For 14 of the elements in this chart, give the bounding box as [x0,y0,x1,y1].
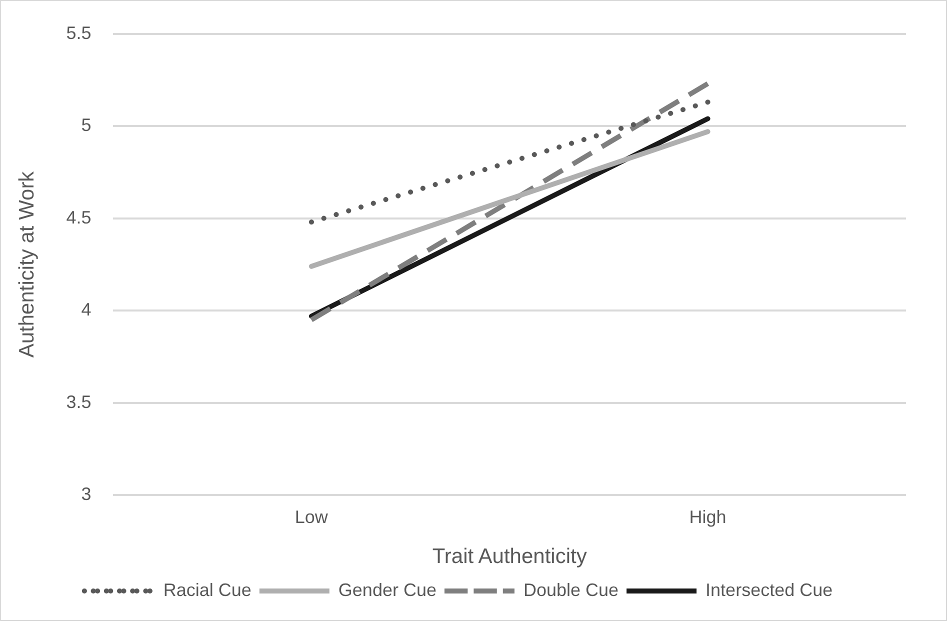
y-tick-label: 4.5 [66,207,92,228]
y-axis-title: Authenticity at Work [15,170,38,358]
y-tick-label: 3.5 [66,392,92,412]
y-tick-label: 4 [81,300,92,320]
x-tick-label: Low [294,506,329,527]
y-tick-label: 5.5 [66,22,92,43]
y-tick-label: 5 [81,115,92,136]
legend-label: Intersected Cue [706,580,833,600]
legend-label: Double Cue [523,580,619,600]
legend-label: Gender Cue [338,580,436,600]
legend-label: Racial Cue [163,580,252,600]
x-axis-title: Trait Authenticity [432,545,588,568]
x-tick-label: High [689,506,726,527]
y-tick-label: 3 [81,484,92,504]
